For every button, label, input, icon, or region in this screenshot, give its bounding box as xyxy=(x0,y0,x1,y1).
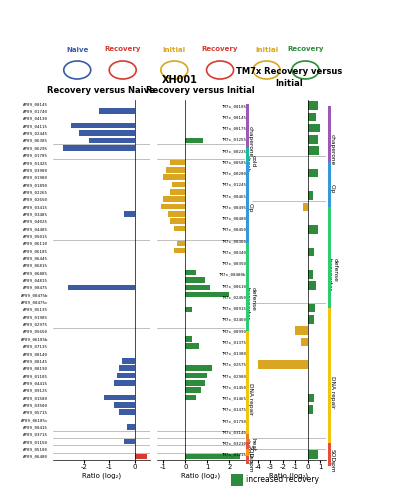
Text: Recovery: Recovery xyxy=(287,46,324,52)
Bar xyxy=(163,174,185,180)
Bar xyxy=(185,306,192,312)
Text: spm: spm xyxy=(248,460,253,472)
Bar xyxy=(185,292,229,298)
Bar xyxy=(119,366,135,371)
Bar xyxy=(258,360,308,368)
Bar xyxy=(308,146,319,155)
Bar xyxy=(308,135,318,143)
Text: spm: spm xyxy=(330,460,335,472)
Bar xyxy=(185,366,212,371)
Bar xyxy=(308,192,313,200)
Bar xyxy=(71,123,135,128)
Bar xyxy=(174,226,185,232)
Text: Recovery: Recovery xyxy=(104,46,141,52)
Text: XH001: XH001 xyxy=(162,75,197,85)
Text: Clp: Clp xyxy=(248,203,253,212)
Text: Initial: Initial xyxy=(255,46,278,52)
Text: chaperone: chaperone xyxy=(248,126,253,157)
Bar xyxy=(99,108,135,114)
Bar xyxy=(185,380,205,386)
Bar xyxy=(303,202,308,211)
Bar xyxy=(185,270,196,276)
Bar xyxy=(308,405,313,413)
Bar xyxy=(308,112,317,121)
Bar xyxy=(135,454,147,459)
Bar xyxy=(127,424,135,430)
Text: usp: usp xyxy=(248,452,253,464)
Text: cold
shock: cold shock xyxy=(245,155,256,172)
Text: Recovery: Recovery xyxy=(202,46,238,52)
Text: chaperone: chaperone xyxy=(330,134,335,165)
Bar xyxy=(124,439,135,444)
Bar xyxy=(185,277,205,283)
Bar xyxy=(308,124,320,132)
Bar xyxy=(170,189,185,194)
Bar xyxy=(163,196,185,202)
Bar xyxy=(308,394,314,402)
Bar xyxy=(185,373,207,378)
Bar xyxy=(114,380,135,386)
Bar xyxy=(124,211,135,216)
Bar xyxy=(308,450,318,458)
Bar xyxy=(161,204,185,210)
Text: TM7x Recovery versus
Initial: TM7x Recovery versus Initial xyxy=(236,68,342,87)
Bar xyxy=(308,248,314,256)
Text: SOD: SOD xyxy=(330,449,335,462)
Text: SOD: SOD xyxy=(248,446,253,458)
Text: defense
transporter: defense transporter xyxy=(327,258,337,290)
Bar xyxy=(172,182,185,187)
Bar xyxy=(117,373,135,378)
Bar xyxy=(166,167,185,172)
Text: Recovery versus Naive: Recovery versus Naive xyxy=(47,86,155,95)
Text: Naive: Naive xyxy=(66,46,89,52)
Text: defense
transporter: defense transporter xyxy=(245,288,256,320)
Bar xyxy=(185,284,210,290)
Bar xyxy=(185,344,199,349)
Bar xyxy=(177,240,185,246)
Bar xyxy=(308,225,318,234)
Text: DNA repair: DNA repair xyxy=(248,383,253,415)
Bar xyxy=(119,410,135,415)
Text: heat
shock: heat shock xyxy=(245,438,256,455)
Bar xyxy=(308,270,313,278)
Bar xyxy=(104,395,135,400)
Text: Recovery versus Initial: Recovery versus Initial xyxy=(146,86,255,95)
Bar xyxy=(170,218,185,224)
Bar xyxy=(308,282,317,290)
X-axis label: Ratio (log₂): Ratio (log₂) xyxy=(269,473,308,480)
Bar xyxy=(78,130,135,136)
Bar xyxy=(174,248,185,254)
Text: DNA repair: DNA repair xyxy=(330,376,335,408)
Bar xyxy=(308,169,318,177)
Bar xyxy=(114,402,135,407)
Text: increased recovery: increased recovery xyxy=(246,476,319,484)
Text: Initial: Initial xyxy=(163,46,186,52)
Bar xyxy=(168,211,185,216)
Bar xyxy=(308,102,318,110)
Bar xyxy=(122,358,135,364)
Bar xyxy=(185,395,196,400)
Bar xyxy=(185,138,203,143)
Bar xyxy=(89,138,135,143)
Bar xyxy=(185,336,192,342)
Bar xyxy=(63,145,135,150)
Bar xyxy=(185,388,201,393)
X-axis label: Ratio (log₂): Ratio (log₂) xyxy=(82,473,121,480)
Bar xyxy=(302,338,308,346)
Bar xyxy=(170,160,185,165)
Text: Clp: Clp xyxy=(330,184,335,194)
Bar xyxy=(68,284,135,290)
Bar xyxy=(308,315,314,324)
Bar xyxy=(308,304,315,312)
Bar xyxy=(295,326,308,335)
Bar xyxy=(185,454,240,459)
X-axis label: Ratio (log₂): Ratio (log₂) xyxy=(181,473,220,480)
